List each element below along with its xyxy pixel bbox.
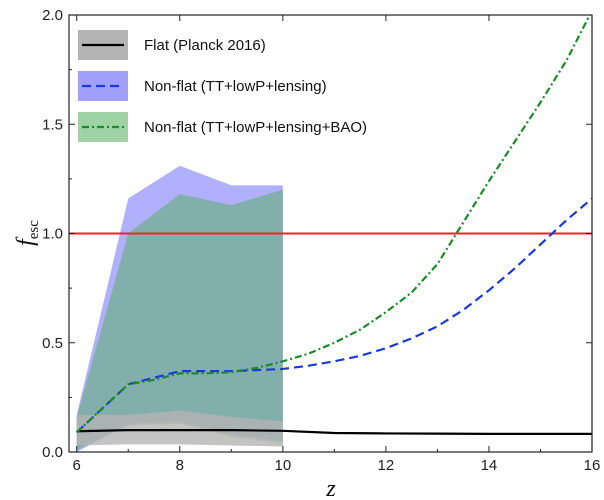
legend-item: Flat (Planck 2016)	[78, 30, 266, 60]
y-tick-label: 1.0	[42, 226, 63, 243]
legend-item: Non-flat (TT+lowP+lensing+BAO)	[78, 112, 367, 142]
x-tick-label: 12	[378, 457, 395, 474]
y-tick-label: 0.5	[42, 335, 63, 352]
band-2	[76, 410, 283, 447]
axis-ticks	[69, 14, 593, 453]
y-axis-title: fesc	[13, 220, 42, 246]
x-tick-label: 8	[176, 457, 184, 474]
confidence-bands	[76, 165, 283, 452]
y-tick-label: 2.0	[42, 7, 63, 24]
axis-tick-labels: 6 8 10 12 14 16 0.0 0.5 1.0 1.5 2.0	[42, 7, 600, 474]
series-line-0	[76, 429, 592, 435]
series-lines	[75, 15, 592, 435]
y-tick-label: 1.5	[42, 116, 63, 133]
legend-label: Non-flat (TT+lowP+lensing+BAO)	[144, 119, 367, 136]
x-tick-label: 16	[584, 457, 601, 474]
y-axis-title-main: f	[13, 236, 39, 246]
y-axis-title-subscript: esc	[26, 220, 42, 239]
y-tick-label: 0.0	[42, 444, 63, 461]
svg-text:fesc: fesc	[13, 220, 42, 246]
legend: Flat (Planck 2016) Non-flat (TT+lowP+lens…	[78, 30, 367, 142]
x-tick-label: 14	[481, 457, 498, 474]
x-axis-title: z	[325, 476, 336, 500]
legend-item: Non-flat (TT+lowP+lensing)	[78, 71, 327, 101]
legend-label: Non-flat (TT+lowP+lensing)	[144, 78, 327, 95]
series-line-1	[75, 197, 592, 434]
series-line-2	[75, 15, 591, 434]
legend-label: Flat (Planck 2016)	[144, 37, 266, 54]
x-tick-label: 6	[73, 457, 81, 474]
x-tick-label: 10	[274, 457, 291, 474]
